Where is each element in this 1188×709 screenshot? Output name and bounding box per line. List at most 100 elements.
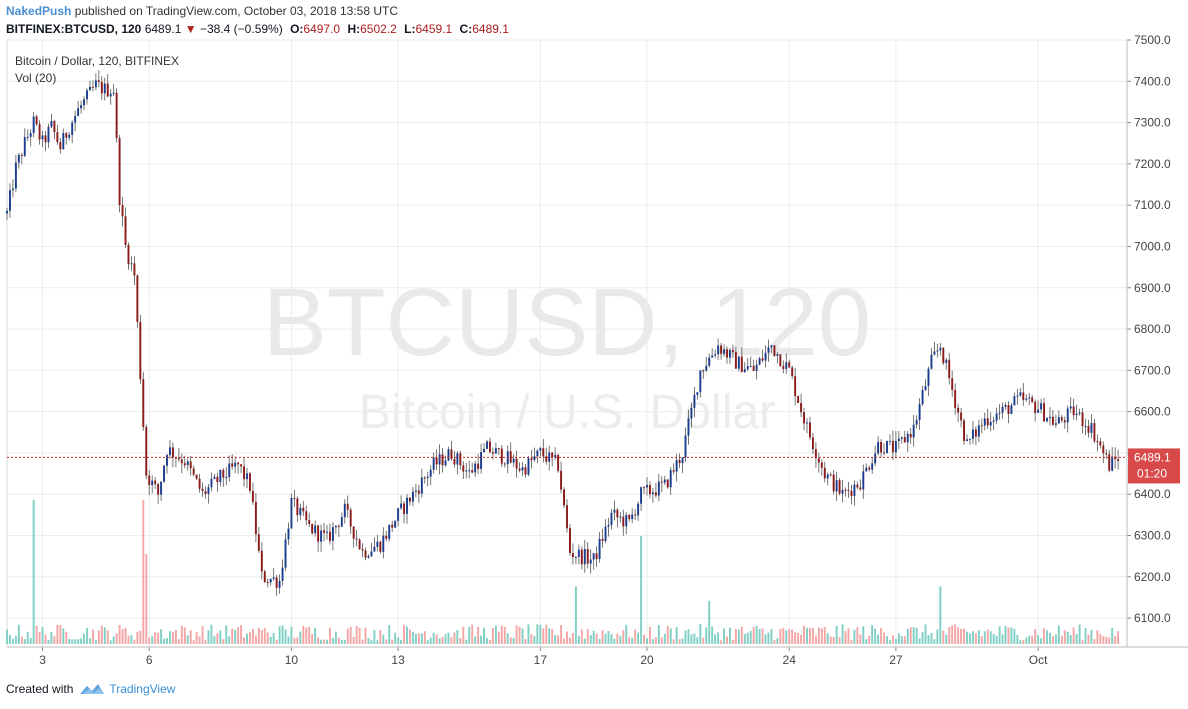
candle-body: [646, 484, 648, 488]
volume-bar: [814, 635, 817, 644]
candle-body: [127, 244, 130, 265]
candle-body: [755, 364, 758, 371]
symbol-label: BITFINEX:BTCUSD, 120: [6, 22, 142, 36]
candle-body: [577, 549, 580, 557]
candle-body: [311, 523, 314, 534]
candle-body: [364, 550, 367, 558]
candle-body: [548, 452, 551, 462]
publisher-name[interactable]: NakedPush: [6, 4, 72, 18]
volume-bar: [856, 627, 859, 644]
volume-bar: [604, 633, 607, 644]
candle-body: [1102, 445, 1105, 454]
volume-bar: [654, 637, 657, 644]
volume-bar: [139, 630, 142, 644]
candle-body: [666, 479, 669, 488]
volume-bar: [1099, 634, 1102, 644]
candle-body: [219, 469, 222, 483]
volume-bar: [14, 635, 17, 644]
volume-bar: [580, 629, 583, 644]
volume-bar: [776, 638, 779, 644]
volume-bar: [954, 624, 957, 644]
volume-bar: [980, 636, 983, 644]
volume-bar: [213, 636, 216, 644]
candle-body: [1049, 417, 1051, 419]
candle-body: [945, 359, 948, 363]
volume-bar: [228, 636, 231, 644]
candle-body: [1069, 406, 1072, 409]
volume-bar: [1075, 634, 1078, 644]
candle-body: [388, 524, 391, 539]
volume-bar: [737, 629, 740, 644]
volume-bar: [841, 624, 844, 644]
volume-bar: [1031, 635, 1034, 644]
volume-bar: [1016, 634, 1019, 644]
volume-bar: [1102, 636, 1105, 644]
candle-body: [785, 362, 788, 369]
candle-body: [847, 489, 850, 491]
volume-bar: [894, 638, 897, 644]
candle-body: [634, 514, 637, 516]
candle-body: [966, 439, 968, 442]
open-label: O:: [290, 22, 304, 36]
candle-body: [862, 471, 865, 490]
volume-bar: [788, 629, 791, 644]
volume-bar: [829, 636, 832, 644]
candle-body: [411, 491, 414, 502]
volume-bar: [364, 627, 367, 644]
candle-body: [44, 135, 47, 143]
volume-bar: [38, 631, 41, 644]
candle-body: [497, 448, 500, 450]
volume-bar: [406, 626, 408, 644]
candle-body: [409, 497, 411, 502]
volume-bar: [1090, 629, 1093, 644]
volume-bar: [764, 634, 767, 644]
candle-body: [432, 457, 435, 470]
volume-bar: [35, 625, 38, 644]
volume-bar: [358, 627, 361, 644]
price-tag-box: [1128, 448, 1180, 484]
volume-bar: [480, 635, 483, 644]
volume-bar: [900, 636, 903, 644]
candle-body: [586, 549, 589, 564]
volume-bar: [577, 635, 580, 644]
candle-body: [231, 463, 234, 467]
candle-body: [717, 345, 720, 355]
volume-bar: [723, 628, 725, 644]
volume-bar: [974, 633, 977, 644]
volume-bar: [320, 639, 323, 644]
volume-bar: [912, 627, 915, 644]
volume-bar: [281, 625, 284, 644]
volume-bar: [124, 628, 127, 644]
candle-body: [163, 465, 165, 482]
volume-bar: [50, 631, 53, 644]
tradingview-link[interactable]: TradingView: [79, 682, 175, 696]
y-tick-label: 7300.0: [1134, 116, 1171, 130]
candle-body: [625, 514, 628, 527]
volume-bar: [696, 637, 699, 644]
volume-bar: [1114, 635, 1117, 644]
candle-body: [406, 497, 408, 514]
x-tick-label: 10: [285, 653, 299, 667]
volume-bar: [1054, 634, 1057, 644]
candle-body: [936, 350, 939, 352]
volume-bar: [459, 638, 462, 644]
candle-body: [533, 456, 536, 461]
volume-bar: [314, 627, 317, 644]
candle-body: [142, 379, 145, 427]
candle-body: [296, 498, 299, 516]
volume-bar: [749, 630, 752, 644]
volume-bar: [740, 626, 743, 644]
volume-bar: [240, 625, 243, 644]
candle-body: [391, 524, 394, 528]
candle-body: [400, 503, 403, 509]
y-tick-label: 7100.0: [1134, 198, 1171, 212]
volume-bar: [809, 627, 811, 644]
x-tick-label: 13: [391, 653, 405, 667]
volume-bar: [177, 639, 180, 644]
candle-body: [897, 438, 900, 442]
candle-body: [491, 452, 494, 454]
volume-bar: [1057, 625, 1060, 644]
candle-body: [352, 526, 355, 539]
volume-bar: [456, 630, 459, 644]
